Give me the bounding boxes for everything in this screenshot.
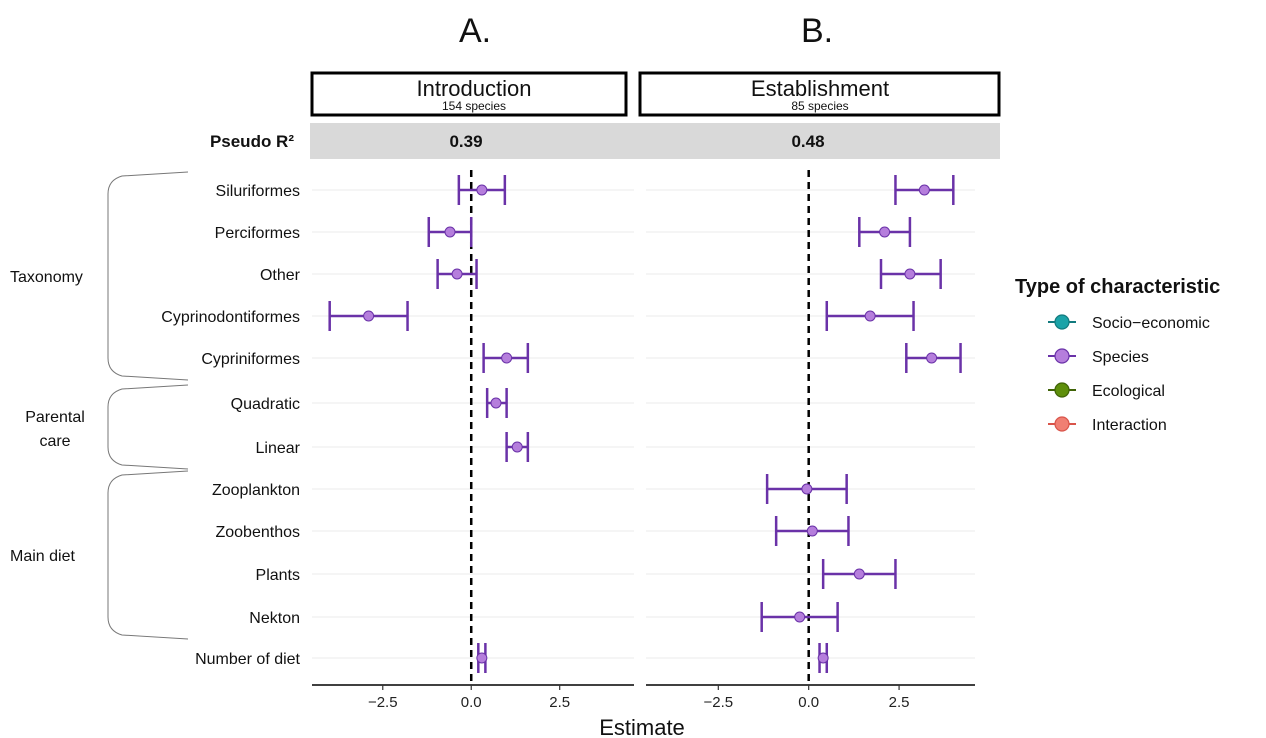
estimate-mark	[858, 217, 912, 247]
legend-label: Socio−economic	[1092, 315, 1210, 332]
legend-item: Species	[1048, 348, 1149, 366]
estimate-mark	[879, 259, 942, 289]
row-label: Perciformes	[215, 225, 300, 242]
strip-establishment: Establishment 85 species	[638, 71, 1001, 117]
legend-key-point	[1054, 416, 1070, 432]
estimate-mark	[485, 388, 508, 418]
estimate-mark	[894, 175, 955, 205]
estimate-mark	[482, 343, 530, 373]
row-label: Plants	[256, 567, 300, 584]
estimate-point	[794, 611, 806, 623]
estimate-mark	[765, 474, 848, 504]
estimate-point	[806, 525, 818, 537]
strip-introduction-subtitle: 154 species	[442, 99, 506, 113]
legend-item: Interaction	[1048, 416, 1167, 434]
x-tick-label: 2.5	[889, 694, 910, 711]
estimate-point	[476, 184, 488, 196]
legend-key-point	[1054, 382, 1070, 398]
estimate-point	[904, 268, 916, 280]
estimate-mark	[817, 643, 829, 673]
r2-band	[310, 123, 1000, 159]
row-label: Number of diet	[195, 651, 300, 668]
estimate-mark	[476, 643, 488, 673]
estimate-point	[879, 226, 891, 238]
legend-item: Socio−economic	[1048, 314, 1210, 332]
row-label: Quadratic	[231, 396, 300, 413]
legend-label: Interaction	[1092, 417, 1167, 434]
estimate-point	[476, 652, 488, 664]
legend-title: Type of characteristic	[1015, 276, 1220, 298]
legend-label: Species	[1092, 349, 1149, 366]
legend-label: Ecological	[1092, 383, 1165, 400]
estimate-mark	[505, 432, 530, 462]
legend-key-point	[1054, 314, 1070, 330]
estimate-point	[801, 483, 813, 495]
row-label: Nekton	[249, 610, 300, 627]
strip-establishment-subtitle: 85 species	[791, 99, 848, 113]
row-label: Zooplankton	[212, 482, 300, 499]
r2-value-establishment: 0.48	[791, 132, 824, 151]
group-bracket	[107, 171, 189, 381]
estimate-point	[853, 568, 865, 580]
legend-item: Ecological	[1048, 382, 1165, 400]
x-tick-label: −2.5	[368, 694, 398, 711]
row-label: Linear	[256, 440, 301, 457]
row-label: Cypriniformes	[201, 351, 300, 368]
estimate-mark	[457, 175, 507, 205]
estimate-mark	[905, 343, 962, 373]
x-axis-title: Estimate	[599, 715, 685, 738]
group-label: Parental	[25, 409, 85, 426]
row-label: Other	[260, 267, 301, 284]
estimate-point	[490, 397, 502, 409]
estimate-mark	[427, 217, 473, 247]
x-tick-label: 0.0	[798, 694, 819, 711]
estimate-point	[918, 184, 930, 196]
panel-letter-b: B.	[801, 12, 833, 50]
row-label: Siluriformes	[216, 183, 300, 200]
panel-letter-a: A.	[459, 12, 491, 50]
estimate-mark	[760, 602, 839, 632]
group-label: Taxonomy	[10, 269, 83, 286]
estimate-point	[817, 652, 829, 664]
r2-label: Pseudo R²	[210, 132, 294, 151]
strip-establishment-title: Establishment	[751, 76, 889, 101]
estimate-point	[926, 352, 938, 364]
estimate-point	[501, 352, 513, 364]
group-label: care	[39, 433, 70, 450]
estimate-mark	[821, 559, 897, 589]
group-label: Main diet	[10, 548, 75, 565]
row-label: Zoobenthos	[215, 524, 300, 541]
estimate-point	[864, 310, 876, 322]
group-bracket	[107, 470, 189, 640]
x-tick-label: 0.0	[461, 694, 482, 711]
estimate-point	[451, 268, 463, 280]
r2-value-introduction: 0.39	[449, 132, 482, 151]
x-tick-label: 2.5	[549, 694, 570, 711]
strip-introduction: Introduction 154 species	[310, 71, 628, 117]
strip-introduction-title: Introduction	[417, 76, 532, 101]
group-bracket	[107, 384, 189, 470]
estimate-mark	[825, 301, 915, 331]
estimate-point	[363, 310, 375, 322]
x-tick-label: −2.5	[703, 694, 733, 711]
legend-key-point	[1054, 348, 1070, 364]
estimate-mark	[774, 516, 850, 546]
row-label: Cyprinodontiformes	[161, 309, 300, 326]
estimate-mark	[328, 301, 409, 331]
estimate-point	[511, 441, 523, 453]
legend: Type of characteristic Socio−economic Spe…	[1015, 276, 1220, 434]
estimate-mark	[436, 259, 478, 289]
estimate-point	[444, 226, 456, 238]
